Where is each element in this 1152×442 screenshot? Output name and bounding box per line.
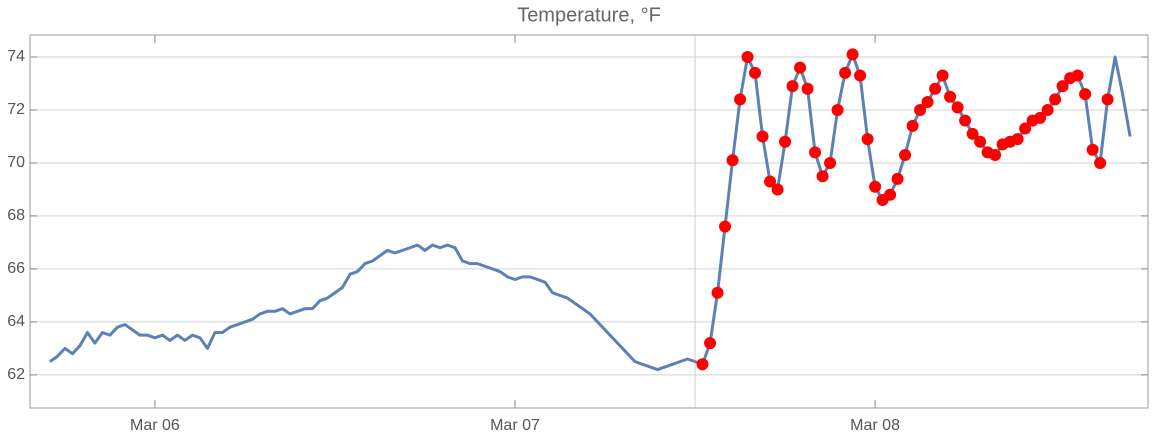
highlight-point — [936, 69, 949, 82]
highlight-point — [854, 69, 867, 82]
highlight-point — [1041, 103, 1054, 116]
highlight-point — [771, 183, 784, 196]
y-tick-label: 64 — [7, 313, 25, 330]
highlight-point — [816, 170, 829, 183]
highlight-point — [861, 133, 874, 146]
y-tick-label: 70 — [7, 154, 25, 171]
highlight-point — [1056, 80, 1069, 93]
plot-frame — [29, 34, 1149, 409]
highlight-point — [779, 135, 792, 148]
highlight-point — [741, 50, 754, 63]
highlight-point — [1071, 69, 1084, 82]
highlight-point — [884, 188, 897, 201]
y-tick-label: 72 — [7, 101, 25, 118]
highlight-point — [1101, 93, 1114, 106]
highlight-point — [1034, 111, 1047, 124]
highlight-point — [1049, 93, 1062, 106]
highlight-point — [1019, 122, 1032, 135]
highlight-point — [839, 66, 852, 79]
highlight-point — [824, 156, 837, 169]
y-tick-label: 62 — [7, 366, 25, 383]
highlight-point — [756, 130, 769, 143]
highlight-point — [831, 103, 844, 116]
highlight-point — [1011, 133, 1024, 146]
highlight-point — [809, 146, 822, 159]
highlight-point — [794, 61, 807, 74]
highlight-point — [959, 114, 972, 127]
x-tick-label: Mar 07 — [490, 417, 540, 434]
highlight-point — [974, 135, 987, 148]
highlight-point — [764, 175, 777, 188]
y-tick-label: 74 — [7, 48, 25, 65]
highlight-point — [696, 358, 709, 371]
highlight-point — [749, 66, 762, 79]
highlight-point — [929, 82, 942, 95]
highlight-point — [726, 154, 739, 167]
highlight-point — [786, 80, 799, 93]
chart-title: Temperature, °F — [517, 4, 661, 26]
highlight-point — [734, 93, 747, 106]
y-tick-label: 68 — [7, 207, 25, 224]
highlight-point — [891, 172, 904, 185]
x-tick-label: Mar 08 — [850, 417, 900, 434]
y-tick-label: 66 — [7, 260, 25, 277]
highlight-point — [711, 286, 724, 299]
highlight-point — [1094, 156, 1107, 169]
highlight-point — [951, 101, 964, 114]
highlight-point — [899, 149, 912, 162]
highlight-point — [846, 48, 859, 61]
highlight-point — [1086, 143, 1099, 156]
highlight-point — [921, 96, 934, 109]
highlight-point — [801, 82, 814, 95]
highlight-point — [1079, 88, 1092, 101]
highlight-point — [906, 119, 919, 132]
highlight-point — [989, 149, 1002, 162]
highlight-point — [944, 90, 957, 103]
highlight-point — [914, 103, 927, 116]
highlight-point — [719, 220, 732, 233]
highlight-point — [869, 180, 882, 193]
highlight-point — [704, 337, 717, 350]
highlight-point — [966, 127, 979, 140]
x-tick-label: Mar 06 — [130, 417, 180, 434]
